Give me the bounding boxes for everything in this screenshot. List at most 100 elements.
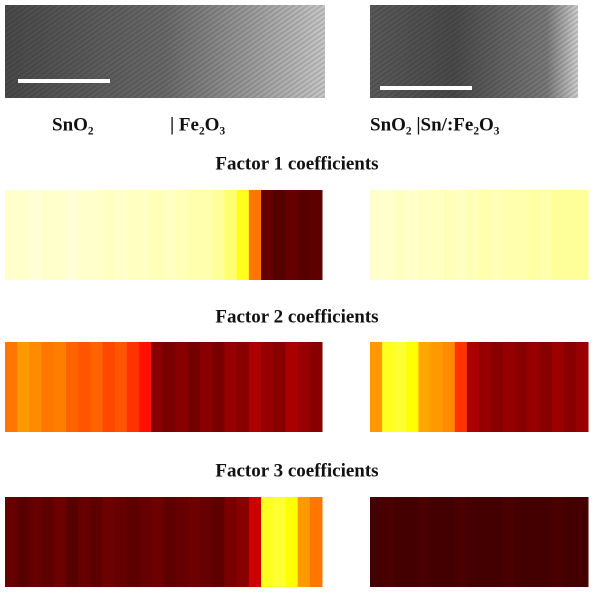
panel-title: Factor 3 coefficients xyxy=(215,460,378,481)
heatmap-column xyxy=(42,342,55,432)
panel-title: Factor 2 coefficients xyxy=(215,306,378,327)
heatmap-column xyxy=(479,342,492,432)
heatmap-column xyxy=(176,342,189,432)
heatmap-column xyxy=(406,497,419,587)
heatmap-column xyxy=(491,342,504,432)
heatmap-column xyxy=(515,342,528,432)
figure: SnO₂ | Fe₂O₃ SnO₂ |Sn/:Fe₂O₃ Factor 1 co… xyxy=(0,0,594,593)
heatmap-column xyxy=(224,342,237,432)
heatmap-column xyxy=(139,190,152,280)
heatmap-column xyxy=(200,190,213,280)
heatmap-column xyxy=(455,497,468,587)
lattice-fringes xyxy=(370,5,578,98)
heatmap-column xyxy=(418,342,431,432)
panel-title: Factor 1 coefficients xyxy=(215,153,378,174)
heatmap-column xyxy=(527,190,540,280)
heatmap-column xyxy=(503,342,516,432)
heatmap-column xyxy=(431,190,444,280)
heatmap-column xyxy=(273,190,286,280)
heatmap-column xyxy=(78,497,91,587)
heatmap-column xyxy=(285,497,298,587)
heatmap-column xyxy=(552,342,565,432)
heatmap-column xyxy=(5,342,18,432)
heatmap-column xyxy=(139,342,152,432)
heatmap-column xyxy=(503,497,516,587)
heatmap-column xyxy=(394,190,407,280)
heatmap-column xyxy=(382,342,395,432)
heatmap-column xyxy=(298,342,311,432)
heatmap-column xyxy=(249,190,262,280)
heatmap-column xyxy=(212,342,225,432)
heatmap-column xyxy=(5,190,18,280)
heatmap-column xyxy=(127,497,140,587)
heatmap-column xyxy=(406,190,419,280)
heatmap-column xyxy=(42,497,55,587)
heatmap-column xyxy=(261,190,274,280)
heatmap-column xyxy=(127,342,140,432)
heatmap-column xyxy=(382,497,395,587)
heatmap-column xyxy=(54,190,67,280)
heatmap-column xyxy=(249,497,262,587)
heatmap-column xyxy=(273,342,286,432)
heatmap-column xyxy=(139,497,152,587)
heatmap-column xyxy=(285,190,298,280)
heatmap-column xyxy=(382,190,395,280)
heatmap-column xyxy=(151,342,164,432)
heatmap-column xyxy=(443,342,456,432)
lattice-fringes xyxy=(5,5,325,98)
heatmap-column xyxy=(564,342,577,432)
heatmap-column xyxy=(200,497,213,587)
heatmap-column xyxy=(540,342,553,432)
heatmap-column xyxy=(527,342,540,432)
heatmap-column xyxy=(431,342,444,432)
heatmap-column xyxy=(491,190,504,280)
interface-label: SnO₂ |Sn/:Fe₂O₃ xyxy=(370,114,500,135)
heatmap-column xyxy=(17,497,30,587)
heatmap-column xyxy=(576,342,589,432)
heatmap-column xyxy=(237,497,250,587)
heatmap-column xyxy=(176,190,189,280)
heatmap-column xyxy=(394,342,407,432)
heatmap-column xyxy=(576,497,589,587)
heatmap-column xyxy=(17,190,30,280)
interface-label: | Fe₂O₃ xyxy=(170,114,225,135)
heatmap-column xyxy=(176,497,189,587)
heatmap-column xyxy=(455,190,468,280)
heatmap-column xyxy=(78,190,91,280)
heatmap-column xyxy=(17,342,30,432)
heatmap-column xyxy=(370,497,383,587)
heatmap-column xyxy=(66,190,79,280)
heatmap-column xyxy=(261,497,274,587)
heatmap-column xyxy=(406,342,419,432)
heatmap-column xyxy=(151,190,164,280)
heatmap-column xyxy=(212,497,225,587)
heatmap-column xyxy=(115,190,128,280)
heatmap-column xyxy=(527,497,540,587)
heatmap-column xyxy=(90,497,103,587)
heatmap-column xyxy=(285,342,298,432)
heatmap-column xyxy=(249,342,262,432)
heatmap-column xyxy=(164,497,177,587)
heatmap-column xyxy=(103,497,116,587)
heatmap-column xyxy=(224,190,237,280)
heatmap-column xyxy=(540,497,553,587)
heatmap-column xyxy=(503,190,516,280)
heatmap-column xyxy=(115,497,128,587)
heatmap-column xyxy=(151,497,164,587)
heatmap-column xyxy=(164,190,177,280)
heatmap-column xyxy=(188,497,201,587)
heatmap-column xyxy=(29,497,42,587)
heatmap-column xyxy=(431,497,444,587)
heatmap-column xyxy=(237,190,250,280)
heatmap-column xyxy=(66,497,79,587)
heatmap-column xyxy=(370,190,383,280)
heatmap-column xyxy=(237,342,250,432)
heatmap-column xyxy=(5,497,18,587)
heatmap-column xyxy=(224,497,237,587)
heatmap-column xyxy=(418,190,431,280)
heatmap-column xyxy=(467,497,480,587)
heatmap-column xyxy=(515,497,528,587)
heatmap-column xyxy=(515,190,528,280)
heatmap-column xyxy=(467,190,480,280)
heatmap-column xyxy=(127,190,140,280)
